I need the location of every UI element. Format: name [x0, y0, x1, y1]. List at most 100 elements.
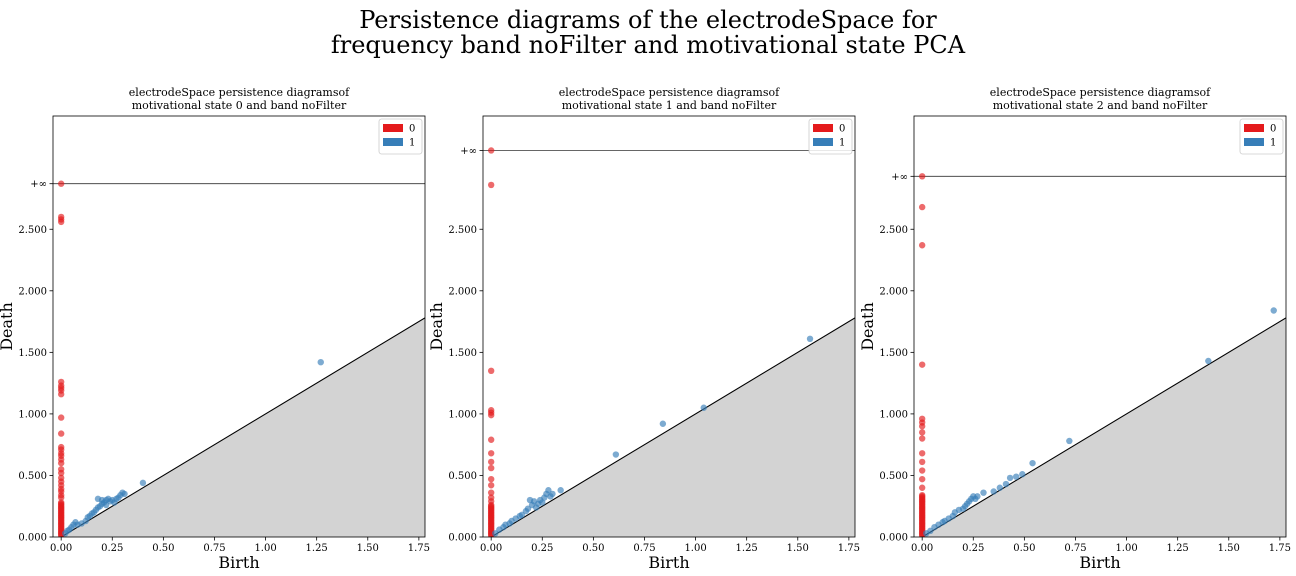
- x-tick-label: 1.25: [306, 543, 328, 554]
- data-point: [487, 475, 495, 483]
- x-tick-label: 1.75: [408, 543, 430, 554]
- y-tick-label: 0.000: [18, 533, 47, 544]
- x-tick-label: 1.00: [1115, 543, 1137, 554]
- data-point: [121, 490, 128, 498]
- data-point: [487, 181, 495, 189]
- y-tick-label: 1.000: [879, 409, 908, 420]
- data-point: [927, 527, 934, 535]
- x-tick-label: 1.25: [1167, 543, 1189, 554]
- data-point: [1205, 357, 1212, 365]
- x-tick-label: 0.50: [582, 543, 604, 554]
- x-tick-label: 0.25: [101, 543, 123, 554]
- x-tick-label: 1.00: [684, 543, 706, 554]
- legend-swatch-0: [383, 124, 403, 132]
- data-point: [57, 180, 65, 187]
- legend-swatch-1: [1244, 138, 1264, 146]
- x-tick-label: 1.25: [736, 543, 758, 554]
- data-point: [918, 458, 926, 466]
- legend-label-0: 0: [1270, 124, 1276, 135]
- x-axis-label: Birth: [648, 553, 689, 572]
- y-tick-label: 0.500: [18, 471, 47, 482]
- data-point: [918, 484, 926, 491]
- figure-title-line-1: Persistence diagrams of the electrodeSpa…: [359, 6, 937, 34]
- data-point: [139, 479, 147, 487]
- x-tick-label: 1.50: [787, 543, 809, 554]
- plot-frame: [52, 115, 426, 538]
- x-axis-label: Birth: [1079, 553, 1120, 572]
- legend-swatch-1: [383, 138, 403, 146]
- data-point: [1012, 473, 1020, 480]
- data-point: [700, 404, 707, 411]
- data-point: [918, 491, 926, 499]
- data-point: [806, 335, 814, 343]
- data-point: [545, 487, 552, 494]
- chart-panel-1: 0.00 0.25 0.50 0.75 1.00 1.25 1.50 1.75 0.000 0.5…: [427, 86, 860, 572]
- subplot-title-line-2: motivational state 0 and band noFilter: [132, 99, 347, 112]
- data-point: [918, 450, 926, 457]
- y-tick-label: 0.500: [448, 471, 477, 482]
- y-tick-label: 2.000: [879, 286, 908, 297]
- subplot-title-line-1: electrodeSpace persistence diagramsof: [559, 86, 780, 99]
- data-point: [918, 242, 926, 249]
- y-tick-label: 2.000: [448, 286, 477, 297]
- series-1-points: [923, 307, 1277, 537]
- diagonal-line: [490, 317, 855, 537]
- data-point: [612, 451, 620, 458]
- legend-swatch-1: [813, 138, 833, 146]
- data-point: [539, 499, 546, 506]
- series-1-points: [62, 358, 324, 537]
- subplot-title-line-1: electrodeSpace persistence diagramsof: [129, 86, 350, 99]
- data-point: [980, 489, 987, 496]
- y-tick-label: 1.500: [18, 348, 47, 359]
- data-point: [996, 484, 1004, 491]
- data-point: [1270, 307, 1277, 314]
- data-point: [492, 530, 499, 537]
- infinity-tick-label: +∞: [30, 179, 47, 190]
- x-tick-label: 0.75: [203, 543, 225, 554]
- x-tick-label: 1.00: [254, 543, 276, 554]
- series-1-points: [492, 335, 814, 537]
- data-point: [974, 493, 981, 500]
- data-point: [487, 489, 495, 496]
- data-point: [1002, 480, 1010, 488]
- x-tick-label: 0.75: [1064, 543, 1086, 554]
- series-0-points: [57, 180, 65, 537]
- y-tick-label: 1.000: [448, 409, 477, 420]
- below-diagonal-region: [483, 317, 855, 537]
- data-point: [487, 436, 495, 443]
- data-point: [57, 414, 65, 421]
- below-diagonal-region: [53, 317, 425, 537]
- figure-title-line-2: frequency band noFilter and motivational…: [330, 31, 966, 59]
- data-point: [918, 203, 926, 211]
- data-point: [57, 466, 65, 473]
- x-tick-label: 0.75: [633, 543, 655, 554]
- data-point: [1029, 459, 1036, 467]
- data-point: [918, 415, 926, 423]
- legend-label-1: 1: [1270, 138, 1276, 149]
- data-point: [1019, 471, 1026, 478]
- data-point: [518, 511, 526, 519]
- y-tick-label: 2.500: [448, 225, 477, 236]
- data-point: [487, 367, 495, 375]
- data-point: [57, 430, 65, 437]
- data-point: [487, 450, 495, 457]
- plot-frame: [482, 115, 856, 538]
- x-tick-label: 0.00: [480, 543, 502, 554]
- x-tick-label: 0.00: [911, 543, 933, 554]
- legend-swatch-0: [1244, 124, 1264, 132]
- y-axis-label: Death: [858, 302, 877, 351]
- data-point: [1006, 474, 1014, 482]
- data-point: [557, 487, 564, 494]
- subplot-title-line-1: electrodeSpace persistence diagramsof: [990, 86, 1211, 99]
- data-point: [317, 358, 324, 366]
- chart-panel-2: 0.00 0.25 0.50 0.75 1.00 1.25 1.50 1.75 0.000 0.5…: [858, 86, 1291, 572]
- data-point: [487, 458, 495, 466]
- x-tick-label: 0.25: [962, 543, 984, 554]
- y-axis-label: Death: [0, 302, 16, 351]
- data-point: [57, 443, 65, 451]
- legend-label-1: 1: [839, 138, 845, 149]
- y-tick-label: 0.000: [448, 533, 477, 544]
- legend-label-0: 0: [409, 124, 415, 135]
- data-point: [1066, 437, 1073, 445]
